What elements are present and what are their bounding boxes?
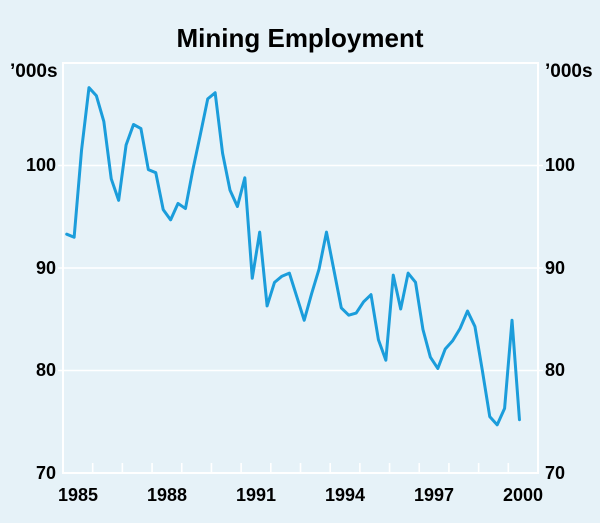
chart-title: Mining Employment <box>177 23 424 53</box>
y-tick-right-70: 70 <box>545 463 565 483</box>
y-axis-unit-right: ’000s <box>545 61 593 82</box>
plot-border <box>62 62 539 474</box>
employment-line <box>65 86 521 427</box>
y-axis-unit-left: ’000s <box>10 61 58 82</box>
x-tick-1988: 1988 <box>147 485 187 505</box>
y-tick-left-80: 80 <box>36 360 56 380</box>
y-tick-right-90: 90 <box>545 258 565 278</box>
y-tick-left-90: 90 <box>36 258 56 278</box>
x-tick-1997: 1997 <box>414 485 454 505</box>
y-tick-left-70: 70 <box>36 463 56 483</box>
y-tick-right-80: 80 <box>545 360 565 380</box>
y-tick-left-100: 100 <box>26 155 56 175</box>
plot-area <box>58 62 543 474</box>
x-tick-1991: 1991 <box>236 485 276 505</box>
x-tick-1985: 1985 <box>58 485 98 505</box>
x-tick-2000: 2000 <box>503 485 543 505</box>
y-tick-right-100: 100 <box>545 155 575 175</box>
x-tick-1994: 1994 <box>325 485 365 505</box>
